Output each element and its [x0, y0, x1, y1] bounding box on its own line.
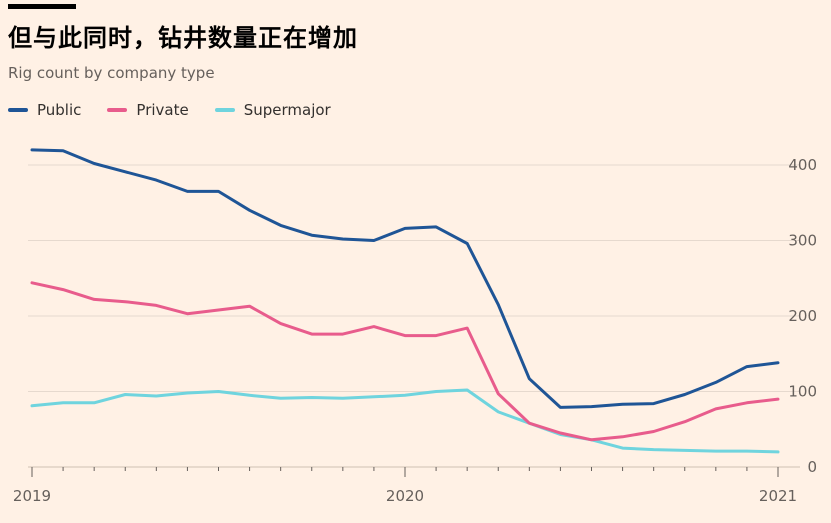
x-tick-label-2020: 2020	[386, 487, 424, 505]
y-tick-label-200: 200	[788, 307, 817, 325]
x-axis: 2019 2020 2021	[13, 467, 797, 505]
series-line-public	[30, 148, 780, 409]
legend-label-private: Private	[136, 101, 189, 119]
y-tick-label-300: 300	[788, 232, 817, 250]
legend-label-supermajor: Supermajor	[243, 101, 331, 119]
y-tick-label-400: 400	[788, 156, 817, 174]
legend-swatch-private	[107, 108, 128, 112]
y-tick-labels: 0 100 200 300 400	[788, 156, 817, 476]
y-tick-label-0: 0	[807, 458, 817, 476]
series-line-supermajor	[30, 388, 780, 454]
chart-title: 但与此同时，钻井数量正在增加	[8, 24, 358, 52]
legend-swatch-supermajor	[214, 108, 235, 112]
y-tick-label-100: 100	[788, 383, 817, 401]
title-accent-bar	[8, 4, 76, 9]
legend-item-supermajor: Supermajor	[214, 101, 331, 119]
series-line-private	[30, 281, 780, 442]
legend-label-public: Public	[37, 101, 82, 119]
x-tick-label-2021: 2021	[759, 487, 797, 505]
chart-subtitle: Rig count by company type	[8, 64, 215, 82]
legend-swatch-public	[8, 108, 28, 112]
x-tick-label-2019: 2019	[13, 487, 51, 505]
legend-item-public: Public	[8, 101, 81, 119]
legend-item-private: Private	[107, 101, 189, 119]
chart-legend: Public Private Supermajor	[8, 100, 357, 120]
series-lines	[30, 148, 780, 454]
